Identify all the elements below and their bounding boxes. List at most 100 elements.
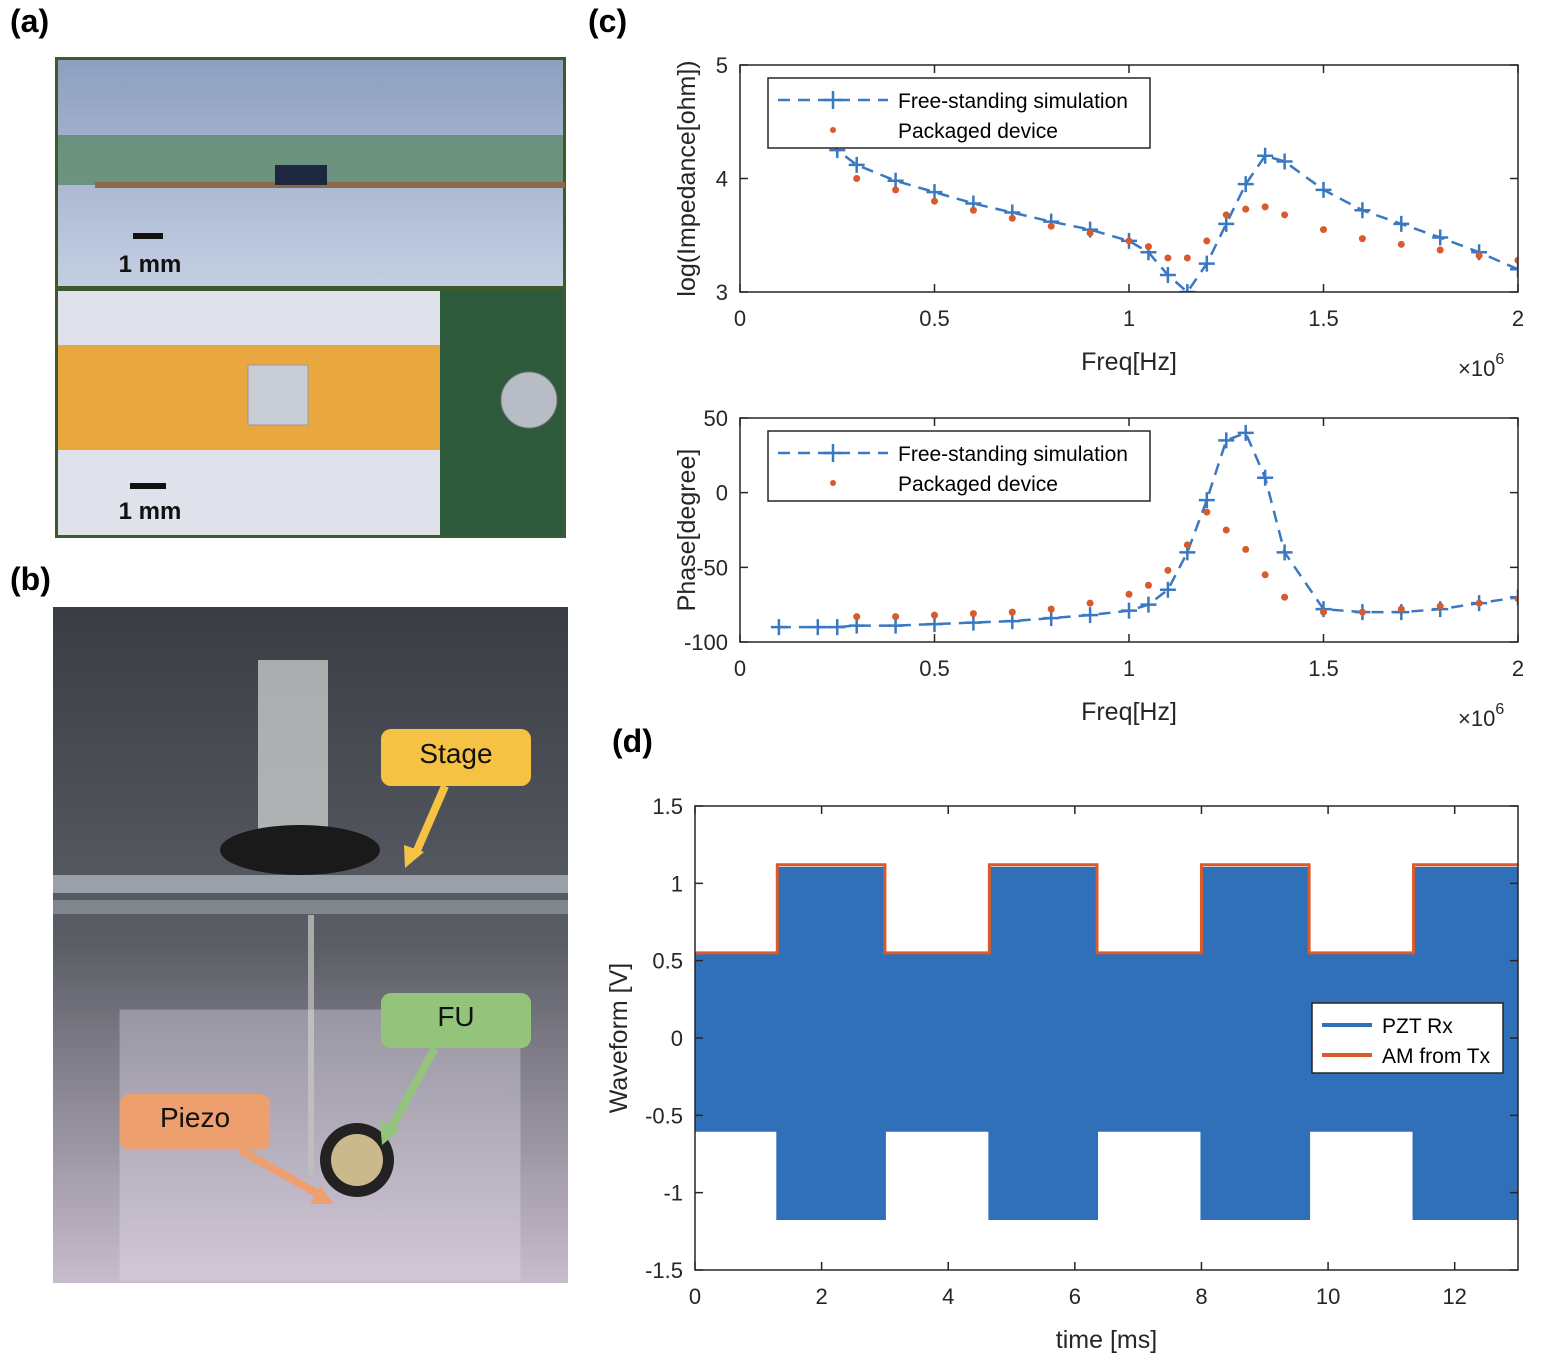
arrow	[411, 784, 449, 857]
marker-plus	[1432, 229, 1449, 246]
marker-dot	[1514, 256, 1518, 264]
band-fill	[695, 867, 1518, 1219]
y-tick-label: 1	[671, 871, 683, 896]
y-tick-label: 3	[716, 280, 728, 305]
series-line	[816, 126, 1518, 292]
marker-dot	[1125, 237, 1133, 245]
marker-plus	[1043, 610, 1060, 627]
scale-label: 1 mm	[119, 251, 182, 278]
x-scale-base: ×10	[1458, 356, 1495, 381]
data-layer	[809, 119, 1518, 292]
x-tick-label: 0.5	[919, 306, 950, 331]
marker-dot	[1261, 203, 1269, 211]
x-tick-label: 1	[1123, 656, 1135, 681]
legend-marker	[830, 127, 836, 133]
plot: 0 0.5 1 1.5 2 -100 -50 0 50 Freq[Hz] Phase[degree]…	[673, 406, 1524, 731]
callout-box	[381, 993, 531, 1048]
y-tick-label: 4	[716, 167, 728, 192]
board-edge	[95, 182, 565, 188]
marker-plus	[770, 619, 787, 636]
marker-dot	[853, 613, 861, 621]
marker-plus	[1276, 544, 1293, 561]
panel-label: (b)	[10, 561, 51, 597]
marker-dot	[1164, 566, 1172, 574]
x-tick-label: 4	[942, 1284, 954, 1309]
marker-dot	[1183, 254, 1191, 262]
scale-bar	[133, 233, 163, 239]
legend-marker	[830, 480, 836, 486]
legend-marker	[824, 91, 842, 109]
legend-label: Packaged device	[898, 120, 1058, 143]
arrowhead	[404, 845, 424, 868]
marker-dot	[1475, 252, 1483, 260]
scale-label: 1 mm	[119, 498, 182, 525]
legend-box	[1311, 1002, 1504, 1074]
rail	[53, 900, 568, 914]
y-tick-label: -0.5	[645, 1103, 683, 1128]
marker-dot	[853, 175, 861, 182]
data-layer	[770, 424, 1518, 636]
marker-dot	[1397, 240, 1405, 248]
chip	[275, 165, 327, 185]
marker-dot	[1320, 226, 1327, 234]
callout-box	[120, 1094, 270, 1150]
panel-label: (a)	[10, 3, 49, 39]
rotary-stage	[220, 825, 380, 875]
marker-dot	[1222, 526, 1230, 534]
band-lower	[695, 1129, 1518, 1220]
marker-dot	[1222, 211, 1230, 219]
y-axis-label: log(Impedance[ohm])	[673, 60, 701, 296]
marker-dot	[1320, 608, 1327, 616]
marker-plus	[1276, 153, 1293, 170]
x-scale-label: ×106	[1458, 701, 1504, 731]
marker-plus	[1237, 424, 1254, 441]
marker-plus	[1237, 176, 1254, 193]
callout-label: FU	[437, 1001, 474, 1032]
y-tick-label: 50	[704, 406, 728, 431]
panel-label: (d)	[612, 723, 653, 759]
x-tick-label: 1.5	[1308, 656, 1339, 681]
legend-box	[767, 430, 1151, 502]
y-tick-label: 0	[716, 481, 728, 506]
marker-plus	[1004, 613, 1021, 630]
marker-dot	[1086, 229, 1094, 237]
marker-dot	[1144, 581, 1152, 589]
x-tick-label: 6	[1069, 1284, 1081, 1309]
marker-dot	[1436, 246, 1444, 254]
x-scale-exponent: 6	[1495, 701, 1504, 718]
marker-dot	[1358, 608, 1366, 616]
x-tick-label: 1	[1123, 306, 1135, 331]
stage-block	[258, 660, 328, 830]
y-tick-label: 1.5	[652, 794, 683, 819]
marker-plus	[1510, 589, 1518, 606]
y-tick-label: -50	[696, 555, 728, 580]
marker-plus	[848, 156, 865, 173]
fu-face	[331, 1134, 383, 1186]
marker-plus	[848, 617, 865, 634]
marker-plus	[1082, 607, 1099, 624]
marker-dot	[1125, 590, 1133, 598]
x-tick-label: 10	[1316, 1284, 1340, 1309]
y-tick-label: -1.5	[645, 1258, 683, 1283]
marker-dot	[1475, 599, 1483, 607]
x-tick-label: 12	[1442, 1284, 1466, 1309]
x-scale-exponent: 6	[1495, 351, 1504, 368]
y-tick-label: -1	[663, 1181, 683, 1206]
marker-plus	[1257, 147, 1274, 164]
marker-plus	[1198, 255, 1215, 272]
y-axis-label: Phase[degree]	[673, 449, 701, 612]
callout-box	[381, 729, 531, 786]
rail	[53, 875, 568, 893]
legend-marker	[824, 444, 842, 462]
x-scale-label: ×106	[1458, 351, 1504, 381]
marker-dot	[969, 206, 977, 214]
arrowhead	[380, 1120, 400, 1145]
marker-dot	[1164, 254, 1172, 262]
y-tick-label: 0.5	[652, 949, 683, 974]
legend-label: Packaged device	[898, 473, 1058, 496]
marker-dot	[1261, 571, 1269, 579]
x-tick-label: 1.5	[1308, 306, 1339, 331]
scale-bar	[130, 483, 166, 489]
x-axis-label: time [ms]	[1056, 1326, 1157, 1354]
